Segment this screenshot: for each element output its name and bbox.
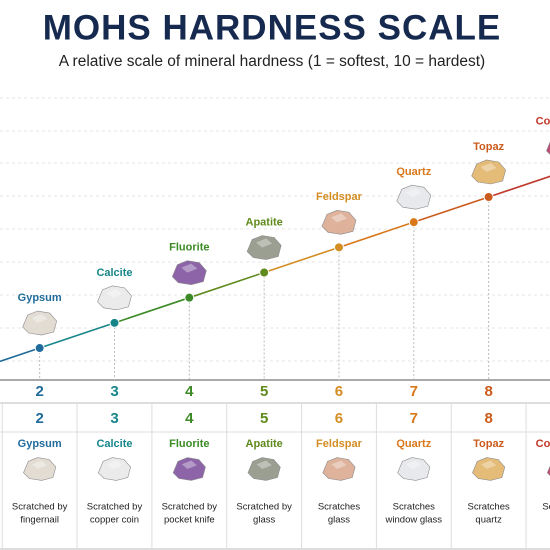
mineral-icon [23, 457, 57, 481]
point-label: Calcite [96, 267, 132, 279]
point [109, 317, 120, 328]
table-description: glass [328, 515, 350, 526]
table-mineral: Quartz [396, 438, 431, 450]
x-tick-label: 8 [484, 383, 492, 400]
point-label: Gypsum [18, 292, 62, 304]
line-segment [189, 271, 265, 299]
x-tick-label: 5 [260, 383, 268, 400]
mineral-icon [546, 141, 550, 155]
point-label: Quartz [396, 166, 431, 178]
point [408, 217, 419, 228]
mineral-highlight [32, 460, 48, 469]
table-mineral: Gypsum [18, 438, 62, 450]
table-mineral: Fluorite [169, 438, 209, 450]
table-description: Scratched by [236, 502, 292, 513]
point [34, 343, 45, 354]
line-segment [114, 296, 190, 324]
mineral-icon [171, 260, 207, 285]
mineral-icon [322, 457, 356, 481]
table-description: Scratched by [87, 502, 143, 513]
table-hardness: 4 [185, 410, 194, 427]
point [259, 267, 270, 278]
table-mineral: Topaz [473, 438, 504, 450]
mineral-icon [97, 457, 131, 481]
table-hardness: 6 [335, 410, 343, 427]
table-hardness: 7 [410, 410, 418, 427]
mineral-highlight [406, 460, 422, 469]
table-description: Scratches [393, 502, 435, 513]
table-description: glass [253, 515, 275, 526]
mineral-icon [22, 310, 57, 336]
point [333, 242, 344, 253]
chart-subtitle: A relative scale of mineral hardness (1 … [59, 53, 485, 70]
mineral-icon [247, 457, 281, 481]
table-description: Scratches [468, 502, 510, 513]
line-segment [413, 196, 489, 223]
table-description: Scratches [318, 502, 360, 513]
table-description: copper coin [90, 515, 139, 526]
mineral-icon [472, 457, 506, 481]
mineral-highlight [331, 460, 347, 469]
mineral-highlight [256, 238, 273, 248]
mineral-icon [546, 465, 550, 476]
table-hardness: 8 [484, 410, 492, 427]
mineral-highlight [31, 314, 48, 324]
line-segment [488, 175, 550, 198]
line-segment [338, 221, 415, 249]
point-label: Fluorite [169, 242, 209, 254]
table-description: Scratches [542, 502, 550, 513]
mineral-icon [396, 184, 432, 210]
mineral-icon [321, 210, 357, 235]
mineral-icon [471, 159, 506, 185]
mineral-highlight [106, 288, 123, 298]
point-label: Apatite [246, 216, 283, 228]
table-mineral: Calcite [96, 438, 132, 450]
x-tick-label: 6 [335, 383, 343, 400]
mineral-icon [97, 285, 132, 311]
line-segment [263, 246, 340, 274]
trend-extension [0, 347, 40, 363]
table-description: window glass [385, 515, 443, 526]
x-tick-label: 7 [410, 383, 418, 400]
x-tick-label: 2 [35, 383, 43, 400]
point-label: Corundum [536, 116, 550, 128]
chart-title: MOHS HARDNESS SCALE [43, 8, 501, 47]
x-tick-label: 4 [185, 383, 194, 400]
point [483, 191, 494, 202]
line-segment [39, 322, 115, 349]
table-hardness: 3 [110, 410, 118, 427]
table-description: pocket knife [164, 515, 215, 526]
table-description: fingernail [20, 515, 59, 526]
point [184, 292, 195, 303]
table-mineral: Feldspar [316, 438, 363, 450]
table-description: Scratched by [12, 502, 68, 513]
mineral-icon [397, 457, 431, 481]
point-label: Feldspar [316, 191, 363, 203]
x-tick-label: 3 [110, 383, 118, 400]
mineral-highlight [106, 460, 123, 469]
table-hardness: 5 [260, 410, 268, 427]
mineral-highlight [480, 162, 497, 172]
mineral-highlight [405, 188, 422, 198]
mineral-icon [246, 235, 282, 260]
table-mineral: Apatite [246, 438, 283, 450]
mineral-highlight [181, 263, 198, 273]
mineral-highlight [181, 460, 197, 469]
point-label: Topaz [473, 141, 504, 153]
mineral-highlight [481, 460, 497, 469]
table-hardness: 2 [35, 410, 43, 427]
table-description: Scratched by [162, 502, 218, 513]
mineral-highlight [256, 460, 272, 469]
mineral-icon [172, 457, 206, 481]
mineral-highlight [330, 213, 347, 223]
table-mineral: Corundum [536, 438, 550, 450]
table-description: quartz [475, 515, 502, 526]
